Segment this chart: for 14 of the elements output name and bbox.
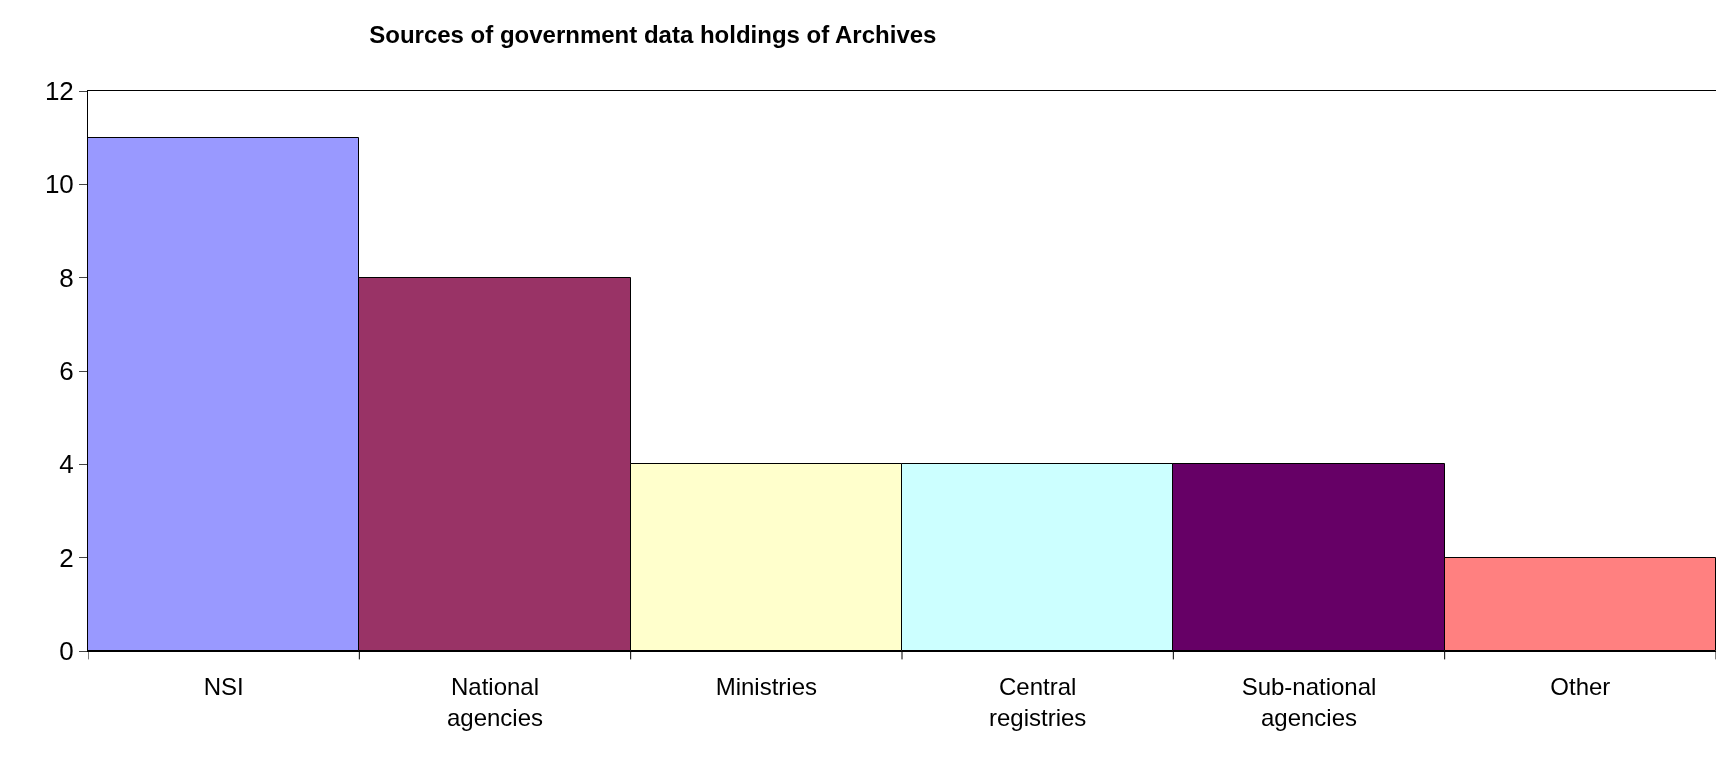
y-tick-label: 6 [59, 356, 74, 387]
x-tick-label: Other [1550, 672, 1611, 700]
x-tick-label: National agencies [446, 672, 544, 731]
y-tick-label: 2 [59, 542, 74, 573]
x-tick-label: NSI [203, 672, 244, 700]
chart-title: Sources of government data holdings of Archives [369, 21, 937, 49]
y-tick-label: 0 [59, 636, 74, 667]
y-tick-label: 4 [59, 449, 74, 480]
x-tick-label: Central registries [988, 672, 1087, 731]
y-tick-label: 12 [44, 76, 74, 107]
y-tick-label: 10 [44, 169, 74, 200]
y-tick-label: 8 [59, 262, 74, 293]
x-tick-label: Ministries [715, 672, 817, 700]
x-tick-label: Sub-national agencies [1241, 672, 1377, 731]
